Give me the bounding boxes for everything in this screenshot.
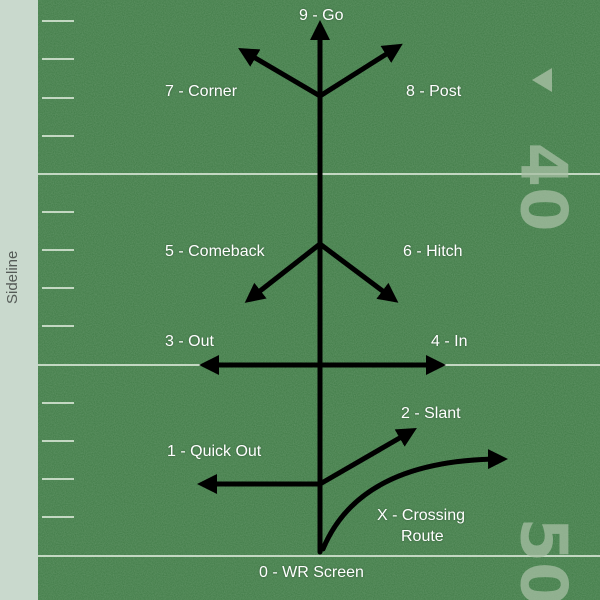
route-label-in: 4 - In bbox=[431, 333, 468, 350]
sideline-label: Sideline bbox=[4, 250, 21, 304]
route-label-quick-out: 1 - Quick Out bbox=[167, 443, 262, 460]
route-corner bbox=[238, 47, 323, 99]
route-label-crossing-line2: Route bbox=[401, 527, 444, 545]
direction-triangle-icon bbox=[532, 68, 552, 92]
route-label-crossing: X - Crossing Route bbox=[377, 506, 465, 548]
routes bbox=[197, 20, 508, 555]
hash-marks bbox=[42, 20, 74, 518]
route-label-hitch: 6 - Hitch bbox=[403, 243, 463, 260]
yard-number-40: 40 bbox=[505, 142, 580, 232]
route-crossing bbox=[320, 449, 508, 552]
route-label-post: 8 - Post bbox=[406, 83, 462, 100]
yard-number-50: 50 bbox=[505, 517, 580, 600]
route-label-out: 3 - Out bbox=[165, 333, 214, 350]
route-label-comeback: 5 - Comeback bbox=[165, 243, 265, 260]
sideline-strip bbox=[0, 0, 38, 600]
route-comeback bbox=[244, 241, 323, 303]
route-post bbox=[317, 43, 403, 99]
route-label-wr-screen: 0 - WR Screen bbox=[259, 564, 364, 581]
route-label-slant: 2 - Slant bbox=[401, 405, 461, 422]
route-label-crossing-line1: X - Crossing bbox=[377, 507, 466, 524]
route-label-go: 9 - Go bbox=[299, 7, 344, 24]
route-label-corner: 7 - Corner bbox=[165, 83, 238, 100]
route-slant bbox=[317, 427, 417, 487]
route-hitch bbox=[317, 241, 399, 303]
